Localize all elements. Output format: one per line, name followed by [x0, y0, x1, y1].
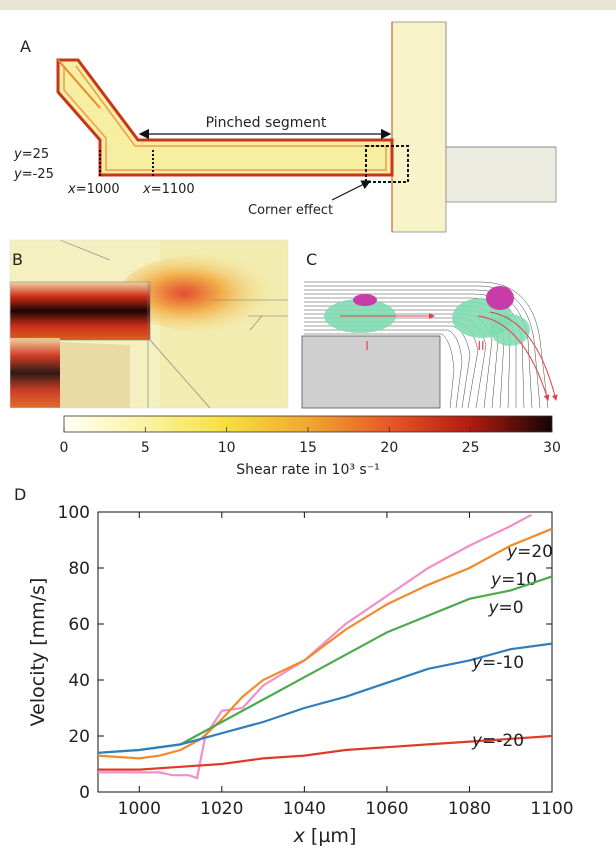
y-tick-label: 0 [79, 783, 90, 803]
x-left-label: x=1000 [67, 182, 120, 197]
cell-ii-bulge [486, 286, 514, 310]
header-strip [0, 0, 616, 10]
x-tick-label: 1000 [118, 799, 161, 819]
y-axis-label: Velocity [mm/s] [27, 578, 49, 727]
marker-ii: II [477, 339, 484, 353]
series-line [97, 527, 553, 760]
y-tick-label: 20 [68, 727, 90, 747]
y-tick-label: 100 [58, 503, 90, 523]
series-label: y=0 [487, 598, 523, 618]
cross-channel [391, 21, 557, 233]
velocity-chart: 1000 1020 1040 1060 1080 1100 0 20 40 60 80 100 Velo… [27, 503, 574, 847]
colorbar-tick-label: 30 [543, 440, 561, 456]
panel-d: D 1000 1020 1040 1060 1080 1100 0 20 40 60 80 100 Ve… [14, 485, 574, 847]
colorbar-tick-label: 15 [299, 440, 317, 456]
colorbar-tick-label: 20 [380, 440, 398, 456]
x-right-label: x=1100 [142, 182, 195, 197]
panel-a: A Pinched segment y=25 y=-25 x=1000 x=11… [13, 21, 557, 233]
pinched-segment-label: Pinched segment [206, 115, 327, 131]
x-tick-label: 1040 [283, 799, 326, 819]
x-tick-label: 1020 [200, 799, 243, 819]
series-label: y=-20 [471, 731, 524, 751]
colorbar-tick-label: 5 [141, 440, 150, 456]
x-tick-label: 1060 [365, 799, 408, 819]
colorbar: 0 5 10 15 20 25 30 Shear rate in 10³ s⁻¹ [60, 415, 561, 478]
x-axis-label: x [µm] [293, 825, 357, 847]
panel-b: B [9, 239, 289, 409]
panel-a-label: A [20, 37, 31, 56]
series-label: y=10 [490, 570, 537, 590]
x-tick-label: 1080 [448, 799, 491, 819]
wall-block [301, 335, 441, 409]
y-tick-label: 40 [68, 671, 90, 691]
y-top-label: y=25 [13, 147, 49, 162]
series-line [98, 513, 532, 780]
y-tick-label: 80 [68, 559, 90, 579]
y-bottom-label: y=-25 [13, 167, 54, 182]
y-tick-label: 60 [68, 615, 90, 635]
panel-b-label: B [12, 250, 23, 269]
corner-box [365, 145, 409, 183]
colorbar-tick-label: 25 [462, 440, 480, 456]
colorbar-ticks: 0 5 10 15 20 25 30 [60, 427, 561, 456]
series-line [98, 734, 553, 771]
panel-c-label: C [306, 250, 317, 269]
pinched-channel [56, 58, 394, 177]
series-label: y=-10 [471, 653, 524, 673]
series-label: y=20 [506, 542, 553, 562]
series-line [97, 642, 553, 754]
x-tick-label: 1100 [530, 799, 573, 819]
corner-effect-label: Corner effect [248, 203, 333, 218]
panel-c: I II C [301, 240, 558, 409]
plot-frame [97, 511, 553, 793]
cell-i-bulge [353, 294, 377, 306]
colorbar-label: Shear rate in 10³ s⁻¹ [236, 462, 379, 478]
panel-d-label: D [14, 485, 26, 504]
marker-i: I [365, 339, 369, 353]
colorbar-tick-label: 0 [60, 440, 69, 456]
colorbar-tick-label: 10 [218, 440, 236, 456]
